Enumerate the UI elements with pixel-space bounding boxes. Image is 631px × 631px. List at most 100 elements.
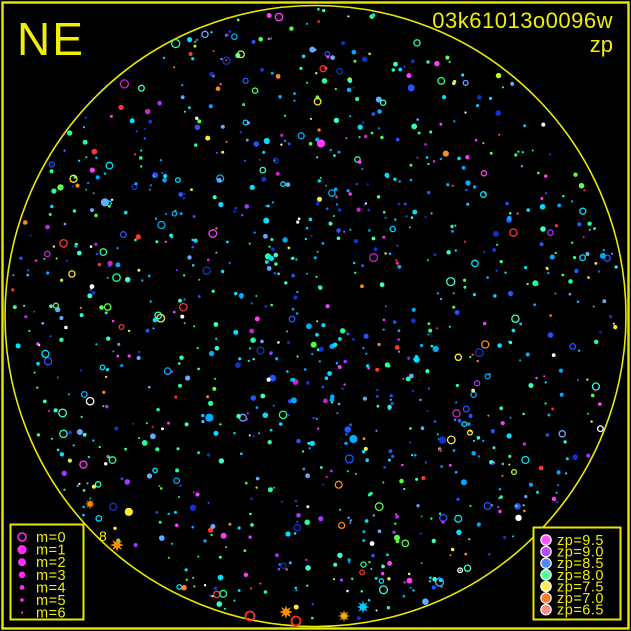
star bbox=[462, 405, 470, 413]
star bbox=[499, 495, 503, 499]
star bbox=[360, 590, 364, 593]
star bbox=[79, 313, 84, 318]
star bbox=[363, 204, 366, 207]
star bbox=[57, 184, 64, 191]
star bbox=[97, 262, 102, 267]
star bbox=[248, 434, 251, 437]
star bbox=[89, 497, 92, 500]
star bbox=[245, 138, 249, 142]
star bbox=[362, 396, 367, 401]
star bbox=[279, 422, 283, 426]
star bbox=[515, 504, 518, 507]
star bbox=[140, 165, 143, 168]
star bbox=[237, 589, 241, 592]
star bbox=[310, 341, 317, 348]
star bbox=[206, 395, 210, 399]
star bbox=[50, 204, 54, 209]
star bbox=[465, 180, 471, 186]
star bbox=[99, 305, 104, 310]
star bbox=[325, 475, 328, 479]
star bbox=[363, 333, 369, 339]
star bbox=[544, 381, 547, 384]
star bbox=[337, 402, 341, 406]
star bbox=[178, 192, 184, 197]
star bbox=[274, 12, 284, 22]
star bbox=[328, 221, 333, 226]
star bbox=[477, 455, 480, 458]
star bbox=[349, 115, 352, 118]
star bbox=[239, 130, 243, 134]
star bbox=[499, 406, 504, 411]
star bbox=[367, 366, 370, 370]
star bbox=[337, 552, 343, 558]
star bbox=[69, 174, 78, 183]
star bbox=[448, 325, 451, 328]
star bbox=[178, 302, 188, 312]
star bbox=[505, 201, 509, 206]
star bbox=[178, 383, 182, 388]
star bbox=[291, 307, 295, 311]
bright-star-bursts bbox=[85, 499, 370, 627]
star bbox=[547, 229, 554, 236]
star bbox=[349, 519, 353, 522]
m0-marker-icon bbox=[17, 532, 27, 542]
bright-star-burst-icon bbox=[110, 538, 124, 552]
star bbox=[174, 523, 179, 528]
star bbox=[344, 426, 352, 433]
star bbox=[451, 547, 455, 552]
star bbox=[293, 99, 296, 102]
star bbox=[108, 456, 117, 465]
star bbox=[253, 141, 260, 147]
star bbox=[197, 119, 202, 124]
star bbox=[256, 90, 259, 94]
star bbox=[195, 116, 199, 121]
star bbox=[406, 73, 412, 79]
star bbox=[67, 458, 72, 463]
star bbox=[38, 344, 41, 347]
star bbox=[497, 343, 502, 348]
star bbox=[129, 118, 135, 124]
star bbox=[557, 203, 562, 208]
star bbox=[255, 406, 259, 409]
star bbox=[519, 359, 522, 362]
star bbox=[576, 300, 580, 304]
star bbox=[264, 260, 269, 264]
star bbox=[139, 156, 143, 160]
star bbox=[613, 325, 618, 330]
star bbox=[419, 532, 422, 535]
star bbox=[411, 454, 414, 457]
star bbox=[362, 347, 365, 350]
star bbox=[158, 485, 161, 487]
star bbox=[48, 161, 55, 168]
star bbox=[379, 99, 387, 106]
star bbox=[433, 420, 437, 423]
star bbox=[154, 217, 158, 220]
star bbox=[492, 446, 496, 450]
star bbox=[440, 585, 443, 589]
star bbox=[23, 304, 26, 307]
star bbox=[259, 166, 267, 174]
star bbox=[267, 487, 273, 493]
star bbox=[214, 377, 217, 380]
star bbox=[346, 87, 352, 93]
star bbox=[275, 171, 280, 176]
star bbox=[341, 387, 344, 391]
star bbox=[602, 299, 607, 304]
star bbox=[337, 365, 342, 369]
star bbox=[12, 274, 15, 277]
star bbox=[427, 322, 431, 325]
star bbox=[99, 248, 108, 257]
star bbox=[214, 345, 220, 351]
star bbox=[357, 160, 362, 164]
star bbox=[164, 240, 167, 243]
zp80-marker-icon bbox=[540, 568, 552, 581]
star bbox=[107, 455, 111, 459]
star bbox=[370, 131, 374, 135]
star bbox=[426, 410, 429, 412]
star bbox=[136, 355, 141, 361]
star bbox=[445, 55, 450, 60]
star bbox=[235, 362, 241, 368]
star bbox=[463, 240, 466, 243]
star bbox=[395, 514, 399, 519]
star bbox=[409, 427, 412, 430]
